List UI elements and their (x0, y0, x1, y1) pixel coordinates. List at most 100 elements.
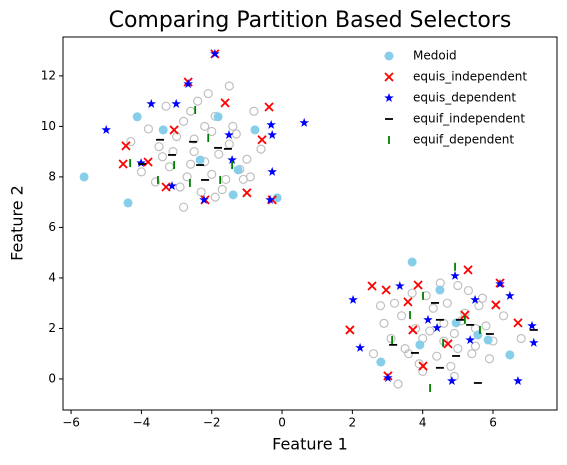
point (189, 147, 199, 157)
point (473, 330, 483, 340)
point (513, 376, 523, 385)
point (443, 339, 453, 349)
point (453, 280, 463, 291)
point (242, 154, 252, 164)
point (460, 310, 470, 320)
point (250, 125, 260, 135)
point (217, 184, 227, 195)
point (423, 314, 433, 324)
point (228, 121, 238, 131)
point (450, 270, 460, 280)
point (210, 48, 220, 58)
point (425, 326, 435, 336)
point (414, 359, 424, 369)
point (169, 125, 179, 135)
point (210, 192, 220, 202)
point (368, 349, 379, 359)
point (435, 285, 445, 295)
point (483, 335, 493, 345)
x-tick-label: 2 (349, 416, 357, 430)
legend-marker (384, 51, 394, 61)
point (196, 187, 206, 197)
point (256, 144, 266, 154)
point (150, 177, 161, 187)
point (413, 280, 423, 290)
point (505, 290, 515, 300)
point (467, 349, 477, 359)
point (447, 376, 457, 385)
point (516, 333, 526, 344)
point (207, 169, 217, 179)
point (132, 112, 142, 122)
point (379, 318, 389, 328)
point (136, 167, 147, 177)
x-tick-label: −4 (133, 416, 151, 430)
point (123, 198, 133, 208)
y-tick-label: 6 (48, 220, 56, 234)
point (415, 340, 425, 350)
point (442, 298, 452, 308)
x-tick-label: −6 (62, 416, 80, 430)
point (264, 102, 274, 112)
point (495, 279, 505, 288)
point (375, 301, 386, 311)
point (498, 311, 509, 321)
point (267, 130, 277, 139)
legend-label: equis_independent (413, 70, 527, 84)
point (400, 344, 410, 354)
x-axis-label: Feature 1 (272, 435, 348, 454)
y-tick-label: 10 (41, 119, 56, 133)
point (381, 285, 391, 295)
x-tick-label: 4 (419, 416, 427, 430)
chart-title: Comparing Partition Based Selectors (109, 8, 512, 33)
point (161, 182, 171, 192)
x-tick-label: −2 (203, 416, 221, 430)
point (157, 152, 168, 162)
point (249, 106, 259, 116)
point (465, 335, 475, 345)
legend-marker (384, 93, 394, 102)
point (477, 293, 488, 303)
point (407, 257, 417, 267)
point (449, 328, 459, 339)
point (161, 101, 171, 111)
legend-label: equif_dependent (413, 133, 514, 147)
point (220, 98, 230, 108)
point (481, 321, 491, 331)
plot-frame (62, 36, 558, 411)
point (238, 174, 248, 185)
y-tick-label: 2 (48, 321, 56, 335)
point (389, 298, 400, 308)
point (193, 96, 203, 106)
point (183, 79, 193, 88)
point (207, 126, 217, 137)
point (178, 116, 189, 126)
point (367, 281, 377, 291)
point (227, 155, 237, 164)
legend-label: Medoid (413, 49, 457, 63)
point (491, 300, 501, 310)
point (186, 159, 196, 169)
point (167, 181, 177, 190)
point (224, 130, 234, 139)
point (403, 297, 413, 307)
point (446, 361, 456, 371)
point (126, 136, 136, 147)
point (470, 341, 481, 351)
point (470, 294, 480, 304)
y-tick-label: 4 (48, 270, 56, 284)
point (386, 333, 396, 344)
point (513, 318, 523, 328)
point (79, 172, 89, 182)
point (395, 281, 405, 290)
point (463, 265, 473, 275)
point (407, 288, 417, 298)
point (228, 190, 238, 200)
point (484, 354, 495, 364)
point (529, 337, 539, 347)
point (195, 155, 205, 165)
point (171, 131, 182, 142)
x-tick-label: 6 (489, 416, 497, 430)
y-tick-label: 0 (48, 371, 56, 385)
